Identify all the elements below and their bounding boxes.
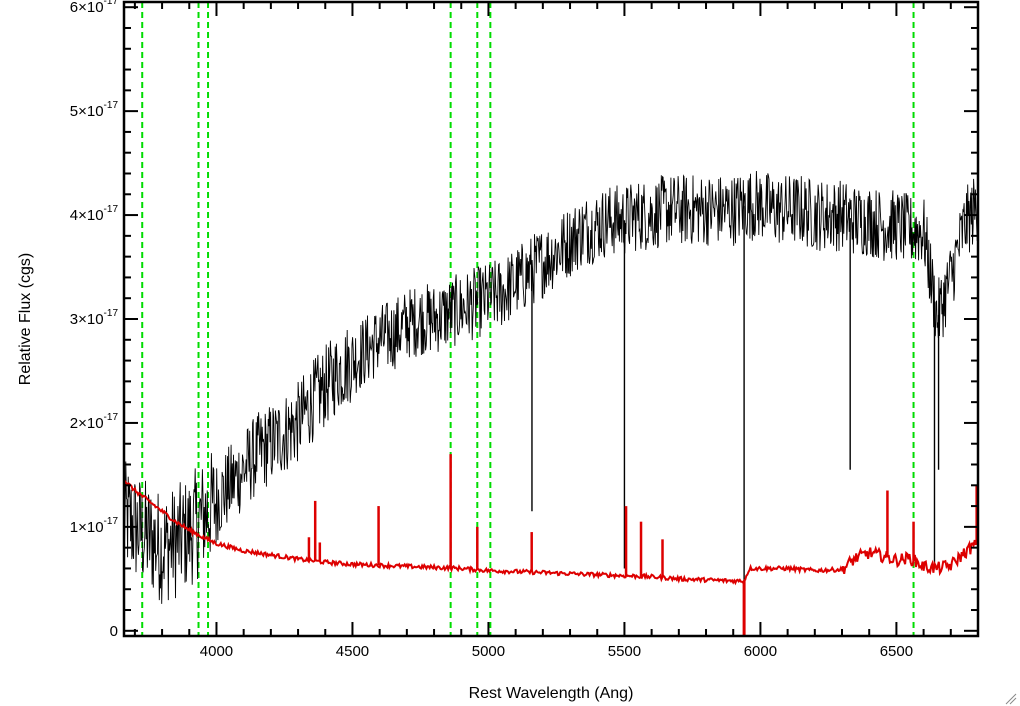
y-tick-label: 3×10-17	[70, 308, 119, 328]
y-tick-label: 4×10-17	[70, 204, 119, 224]
y-tick-label: 6×10-17	[70, 0, 119, 16]
axis-ticks	[124, 2, 979, 636]
x-tick-label: 6000	[744, 643, 777, 660]
y-tick-label: 1×10-17	[70, 516, 119, 536]
vertical-marker-lines	[141, 2, 915, 636]
resize-grip-icon[interactable]	[1005, 693, 1017, 705]
series-model-fit	[123, 454, 979, 636]
x-tick-labels: 4000 4500 5000 5500 6000 6500	[200, 643, 913, 660]
y-axis-title: Relative Flux (cgs)	[17, 253, 34, 385]
series-observed-spectrum	[123, 170, 979, 631]
y-tick-labels: 0 1×10-17 2×10-17 3×10-17 4×10-17 5×10-17 6×10…	[70, 0, 119, 640]
y-tick-label: 2×10-17	[70, 412, 119, 432]
x-tick-label: 6500	[880, 643, 913, 660]
model-fit-line	[123, 480, 979, 586]
x-axis-title: Rest Wavelength (Ang)	[469, 685, 634, 702]
observed-spectrum-line	[123, 170, 979, 604]
x-tick-label: 5500	[608, 643, 641, 660]
x-tick-label: 4000	[200, 643, 233, 660]
y-tick-label: 5×10-17	[70, 100, 119, 120]
x-tick-label: 4500	[336, 643, 369, 660]
y-tick-label: 0	[110, 623, 118, 640]
x-tick-label: 5000	[472, 643, 505, 660]
